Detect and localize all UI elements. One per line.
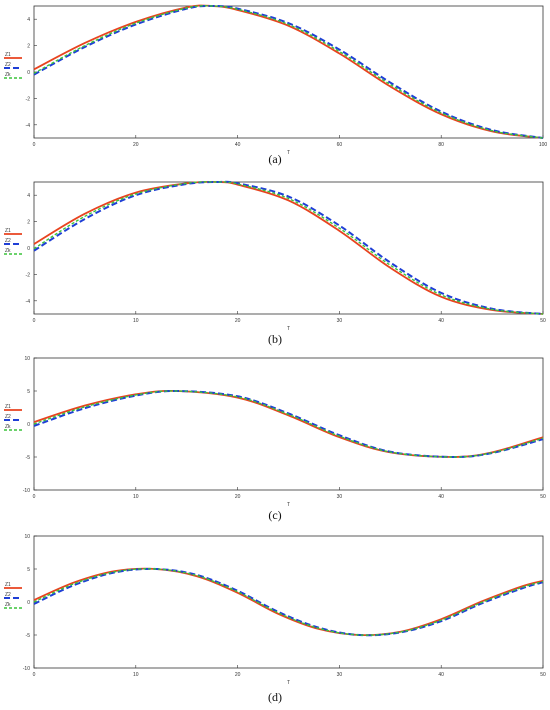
x-axis-label: T	[287, 680, 290, 686]
y-tick-label: 10	[24, 356, 30, 362]
x-tick-label: 10	[133, 318, 139, 324]
legend-label: Z2	[5, 592, 11, 598]
x-tick-label: 0	[33, 318, 36, 324]
y-tick-label: -5	[26, 455, 31, 461]
legend-label: Z2	[5, 414, 11, 420]
series-line-zk	[33, 5, 544, 139]
series-line-zk	[33, 568, 544, 636]
chart-c: -10 -5 0 5 10 0 10 20 30 40 50 T Z1 Z2 Zk	[4, 356, 546, 508]
legend-label: Zk	[5, 424, 11, 430]
legend-entry-z2: Z2	[4, 414, 22, 421]
x-tick-label: 50	[540, 318, 546, 324]
series-line-z2	[33, 180, 544, 315]
legend-entry-z2: Z2	[4, 62, 22, 69]
legend-entry-z1: Z1	[4, 582, 22, 589]
x-tick-label: 0	[33, 672, 36, 678]
legend-entry-zk: Zk	[4, 72, 22, 79]
legend-label: Zk	[5, 248, 11, 254]
x-tick-label: 10	[133, 672, 139, 678]
x-axis-label: T	[287, 150, 290, 156]
chart-panel-b: -4 -2 0 2 4 0 10 20 30 40 50 T Z1 Z2 Zk (b)	[0, 176, 550, 352]
plot-frame	[33, 535, 544, 669]
x-tick-label: 30	[337, 318, 343, 324]
x-tick-label: 30	[337, 494, 343, 500]
x-tick-label: 40	[438, 494, 444, 500]
y-tick-label: 0	[27, 246, 30, 252]
y-tick-label: -10	[23, 666, 30, 672]
x-tick-label: 100	[539, 142, 548, 148]
x-tick-label: 20	[235, 318, 241, 324]
caption-a: (a)	[268, 152, 282, 166]
x-axis-label: T	[287, 326, 290, 332]
legend-entry-zk: Zk	[4, 424, 22, 431]
y-tick-label: -5	[26, 633, 31, 639]
x-tick-label: 0	[33, 494, 36, 500]
y-tick-label: 4	[27, 17, 30, 23]
legend-entry-zk: Zk	[4, 602, 22, 609]
x-tick-label: 10	[133, 494, 139, 500]
y-tick-label: 2	[27, 44, 30, 50]
x-tick-label: 60	[337, 142, 343, 148]
caption-c: (c)	[268, 508, 282, 522]
chart-panel-a: -4 -2 0 2 4 0 20 40 60 80 100 T Z1 Z2 Zk (a)	[0, 0, 550, 176]
x-tick-label: 20	[235, 672, 241, 678]
x-tick-label: 0	[33, 142, 36, 148]
y-tick-label: 0	[27, 600, 30, 606]
series-line-z2	[33, 4, 544, 139]
series-line-zk	[33, 181, 544, 315]
y-tick-label: -2	[26, 272, 31, 278]
y-tick-label: 0	[27, 70, 30, 76]
series-line-z1	[33, 567, 544, 636]
y-tick-label: -4	[26, 123, 31, 129]
legend-label: Z1	[5, 228, 11, 234]
x-tick-label: 40	[235, 142, 241, 148]
chart-panel-d: -10 -5 0 5 10 0 10 20 30 40 50 T Z1 Z2 Zk (d)	[0, 530, 550, 706]
y-tick-label: 5	[27, 389, 30, 395]
x-tick-label: 80	[438, 142, 444, 148]
series-line-z1	[33, 4, 544, 139]
legend-label: Z1	[5, 404, 11, 410]
x-tick-label: 50	[540, 494, 546, 500]
x-tick-label: 40	[438, 672, 444, 678]
x-tick-label: 40	[438, 318, 444, 324]
legend-entry-z1: Z1	[4, 52, 22, 59]
legend-label: Zk	[5, 602, 11, 608]
x-tick-label: 20	[235, 494, 241, 500]
y-tick-label: 0	[27, 422, 30, 428]
x-tick-label: 50	[540, 672, 546, 678]
chart-panel-c: -10 -5 0 5 10 0 10 20 30 40 50 T Z1 Z2 Zk (c)	[0, 352, 550, 528]
caption-b: (b)	[268, 332, 282, 346]
x-tick-label: 30	[337, 672, 343, 678]
series-line-zk	[33, 390, 544, 458]
legend-label: Zk	[5, 72, 11, 78]
y-tick-label: 10	[24, 534, 30, 540]
y-tick-label: -2	[26, 96, 31, 102]
chart-d: -10 -5 0 5 10 0 10 20 30 40 50 T Z1 Z2 Zk	[4, 534, 546, 686]
y-tick-label: -10	[23, 488, 30, 494]
legend-entry-z1: Z1	[4, 228, 22, 235]
y-tick-label: -4	[26, 299, 31, 305]
caption-d: (d)	[268, 690, 282, 704]
legend-label: Z2	[5, 62, 11, 68]
y-tick-label: 5	[27, 567, 30, 573]
series-line-z2	[33, 389, 544, 459]
series-line-z1	[33, 389, 544, 458]
y-tick-label: 2	[27, 220, 30, 226]
legend-entry-z1: Z1	[4, 404, 22, 411]
legend-label: Z2	[5, 238, 11, 244]
legend-entry-z2: Z2	[4, 592, 22, 599]
y-tick-label: 4	[27, 193, 30, 199]
legend-entry-z2: Z2	[4, 238, 22, 245]
legend-label: Z1	[5, 582, 11, 588]
x-tick-label: 20	[133, 142, 139, 148]
legend-label: Z1	[5, 52, 11, 58]
legend-entry-zk: Zk	[4, 248, 22, 255]
plot-frame	[33, 357, 544, 491]
series-line-z2	[33, 567, 544, 637]
x-axis-label: T	[287, 502, 290, 508]
series-line-z1	[33, 180, 544, 315]
